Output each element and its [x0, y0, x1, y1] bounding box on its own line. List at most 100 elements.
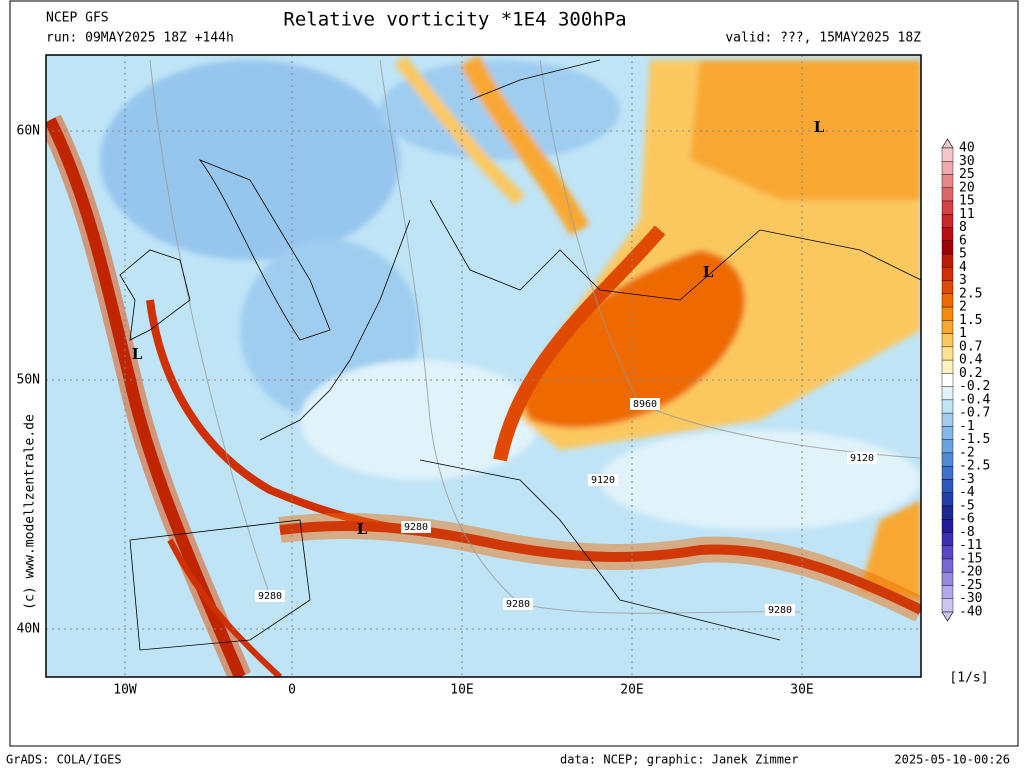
lat-label: 40N	[17, 622, 40, 637]
contour-label: 8960	[633, 399, 657, 410]
colorbar-label: 25	[959, 167, 975, 182]
contour-label: 9280	[768, 605, 792, 616]
lat-label: 50N	[17, 373, 40, 388]
footer-center: data: NCEP; graphic: Janek Zimmer	[560, 753, 798, 767]
colorbar-label: -6	[959, 512, 975, 527]
colorbar-swatch	[941, 346, 954, 361]
colorbar-label: -3	[959, 472, 975, 487]
contour-label: 9280	[258, 591, 282, 602]
colorbar-swatch	[941, 492, 954, 507]
colorbar-swatch	[941, 412, 954, 427]
colorbar-label: -5	[959, 498, 975, 513]
colorbar-label: 0.4	[959, 353, 983, 368]
colorbar-swatch	[941, 479, 954, 493]
colorbar-label: -30	[959, 591, 982, 606]
contour-label: 9120	[850, 453, 874, 464]
colorbar-swatch	[941, 545, 954, 560]
colorbar-swatch	[941, 426, 954, 440]
colorbar-swatch	[941, 306, 954, 321]
colorbar-swatch	[941, 147, 954, 162]
colorbar-label: -2	[959, 445, 975, 460]
lon-label: 0	[288, 683, 296, 698]
colorbar-label: -20	[959, 565, 982, 580]
colorbar-label: -1	[959, 419, 975, 434]
colorbar-swatch	[941, 386, 954, 401]
colorbar-label: 1	[959, 326, 967, 341]
colorbar-swatch	[941, 293, 954, 308]
colorbar-label: -15	[959, 551, 982, 566]
lon-label: 10E	[450, 683, 473, 698]
colorbar-label: -1.5	[959, 432, 990, 447]
colorbar-label: 8	[959, 220, 967, 235]
colorbar-swatch	[941, 187, 954, 202]
contour-label-bg	[630, 398, 660, 410]
contour-label: 9120	[591, 475, 615, 486]
colorbar-label: 1.5	[959, 313, 982, 328]
colorbar-cap	[941, 138, 954, 149]
map-border	[45, 54, 922, 678]
frame	[9, 0, 1019, 747]
colorbar-swatch	[941, 253, 954, 268]
colorbar-label: -40	[959, 605, 982, 620]
run: run: 09MAY2025 18Z +144h	[46, 31, 234, 46]
colorbar-unit: [1/s]	[949, 671, 988, 686]
colorbar-swatch	[941, 598, 954, 613]
colorbar-label: 3	[959, 273, 967, 288]
lon-label: 20E	[620, 683, 643, 698]
colorbar-swatch	[941, 333, 954, 348]
colorbar-label: 0.7	[959, 339, 982, 354]
colorbar-label: -0.7	[959, 406, 990, 421]
low-marker: L	[357, 520, 368, 538]
colorbar-swatch	[941, 227, 954, 242]
colorbar-label: -2.5	[959, 459, 990, 474]
colorbar-label: -0.2	[959, 379, 990, 394]
footer-left: GrADS: COLA/IGES	[6, 753, 122, 767]
contour-label-bg	[765, 604, 795, 616]
colorbar-swatch	[941, 373, 954, 387]
colorbar-swatch	[941, 465, 954, 480]
colorbar-label: 5	[959, 247, 967, 262]
map-field	[46, 55, 921, 677]
colorbar-swatch	[941, 280, 954, 295]
colorbar-label: -0.4	[959, 392, 990, 407]
contour-label-bg	[255, 590, 285, 602]
lon-label: 30E	[790, 683, 813, 698]
colorbar-label: -11	[959, 538, 982, 553]
low-marker: L	[132, 345, 143, 363]
lon-label: 10W	[113, 683, 137, 698]
colorbar-swatch	[941, 519, 954, 533]
colorbar-swatch	[941, 214, 954, 228]
colorbar-swatch	[941, 439, 954, 454]
colorbar-swatch	[941, 161, 954, 175]
colorbar-label: 11	[959, 207, 975, 222]
low-marker: L	[703, 263, 714, 281]
contour-label-bg	[588, 474, 618, 486]
colorbar-label: -8	[959, 525, 975, 540]
contour-label: 9280	[404, 522, 428, 533]
footer-right: 2025-05-10-00:26	[894, 753, 1010, 767]
colorbar-swatch	[941, 320, 954, 334]
colorbar-swatch	[941, 532, 954, 546]
colorbar-label: 0.2	[959, 366, 982, 381]
colorbar-label: 6	[959, 233, 967, 248]
colorbar-swatch	[941, 240, 954, 255]
colorbar-swatch	[941, 452, 954, 467]
contour-label-bg	[401, 521, 431, 533]
colorbar-swatch	[941, 200, 954, 215]
colorbar-label: 2	[959, 300, 967, 315]
colorbar-label: -25	[959, 578, 982, 593]
lat-label: 60N	[17, 124, 40, 139]
colorbar-swatch	[941, 174, 954, 188]
colorbar-label: -4	[959, 485, 975, 500]
low-marker: L	[814, 118, 825, 136]
colorbar-swatch	[941, 267, 954, 281]
colorbar-swatch	[941, 585, 954, 599]
contour-label: 9280	[506, 599, 530, 610]
colorbar-label: 4	[959, 260, 967, 275]
contour-label-bg	[847, 452, 877, 464]
colorbar-label: 20	[959, 180, 975, 195]
credit: (c) www.modellzentrale.de	[23, 414, 38, 610]
colorbar-swatch	[941, 572, 954, 586]
